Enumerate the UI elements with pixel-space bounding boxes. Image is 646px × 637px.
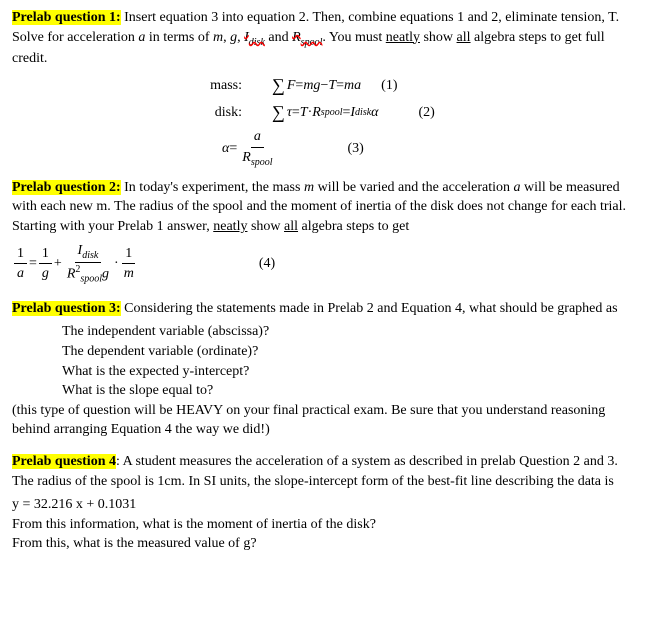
equation-2: disk: ∑τ = T · Rspool = Idiskα (2) (12, 100, 634, 125)
equation-3: α = a Rspool (3) (222, 127, 634, 169)
q4-label: Prelab question 4 (12, 454, 116, 469)
equation-1: mass: ∑F = mg − T = ma (1) (12, 73, 634, 98)
equation-4: 1 a = 1 g + Idisk R2spoolg · 1 m (4) (12, 241, 634, 287)
prelab-q4: Prelab question 4: A student measures th… (12, 452, 634, 554)
q1-label: Prelab question 1: (12, 10, 121, 25)
idisk-strike: Idisk (244, 30, 265, 45)
q2-text: Prelab question 2: In today's experiment… (12, 178, 634, 237)
q1-text: Prelab question 1: Insert equation 3 int… (12, 8, 634, 69)
prelab-q3: Prelab question 3: Considering the state… (12, 299, 634, 440)
prelab-q1: Prelab question 1: Insert equation 3 int… (12, 8, 634, 170)
q3-label: Prelab question 3: (12, 301, 121, 316)
q2-label: Prelab question 2: (12, 180, 121, 195)
rspool-strike: Rspool (292, 30, 322, 45)
prelab-q2: Prelab question 2: In today's experiment… (12, 178, 634, 287)
